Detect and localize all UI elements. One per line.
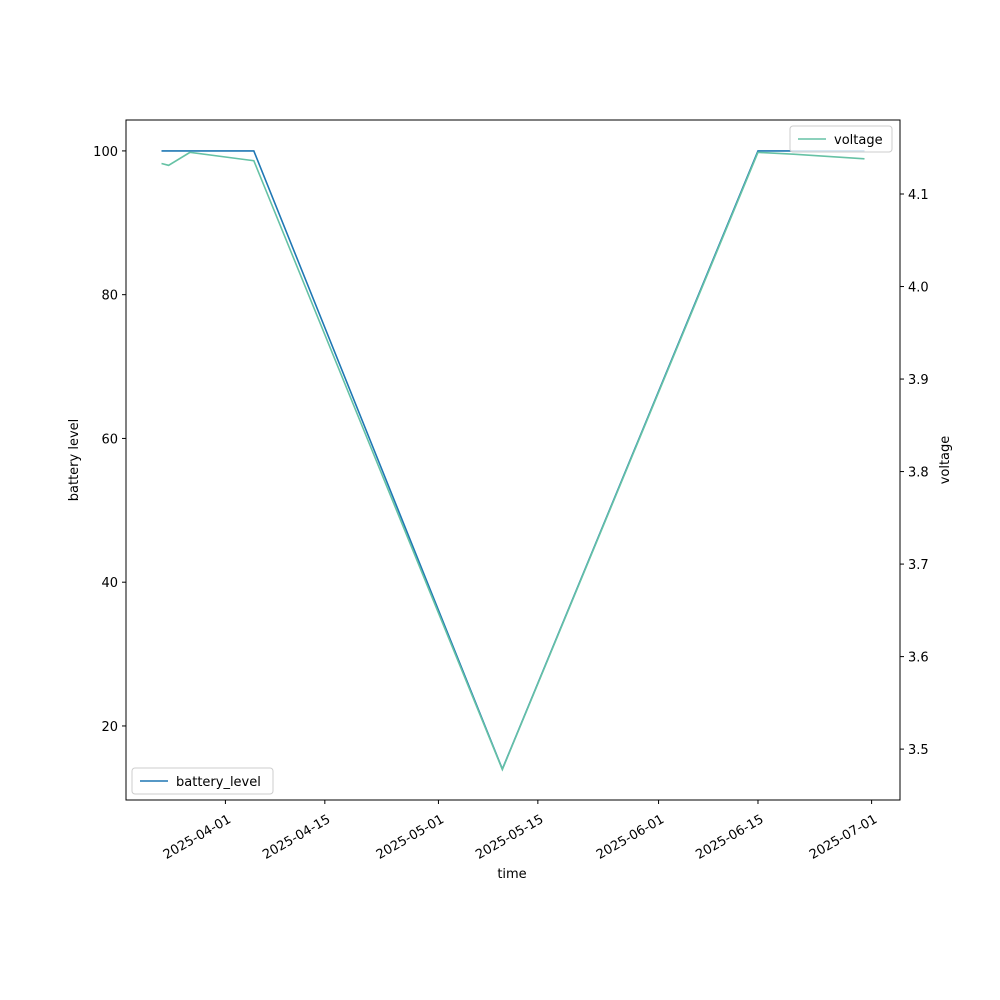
x-axis-label: time — [497, 867, 526, 882]
x-tick-label: 2025-05-15 — [473, 812, 546, 863]
y-tick-label: 40 — [101, 576, 118, 591]
legend-label: voltage — [834, 133, 883, 148]
x-tick-label: 2025-06-15 — [693, 812, 766, 863]
y-tick-label: 60 — [101, 432, 118, 447]
legend-label: battery_level — [176, 775, 261, 790]
y-tick-label: 100 — [93, 145, 118, 160]
y-tick-label: 20 — [101, 720, 118, 735]
y2-tick-label: 3.9 — [908, 373, 929, 388]
y2-tick-label: 4.0 — [908, 281, 929, 296]
series-line — [161, 151, 865, 772]
x-tick-label: 2025-05-01 — [374, 812, 447, 863]
legend-box — [131, 767, 274, 795]
y2-tick-label: 3.6 — [908, 651, 929, 666]
x-tick-label: 2025-04-01 — [161, 812, 234, 863]
x-tick-label: 2025-07-01 — [807, 812, 880, 863]
y-axis-label: battery level — [67, 419, 82, 502]
y2-tick-label: 3.7 — [908, 558, 929, 573]
x-tick-label: 2025-04-15 — [260, 812, 333, 863]
plot-frame — [125, 119, 901, 801]
x-tick-label: 2025-06-01 — [594, 812, 667, 863]
y2-tick-label: 4.1 — [908, 188, 929, 203]
y2-tick-label: 3.8 — [908, 466, 929, 481]
series-line — [161, 150, 865, 772]
y-tick-label: 80 — [101, 289, 118, 304]
y2-tick-label: 3.5 — [908, 743, 929, 758]
y2-axis-label: voltage — [938, 436, 953, 485]
legend-box — [789, 125, 893, 153]
